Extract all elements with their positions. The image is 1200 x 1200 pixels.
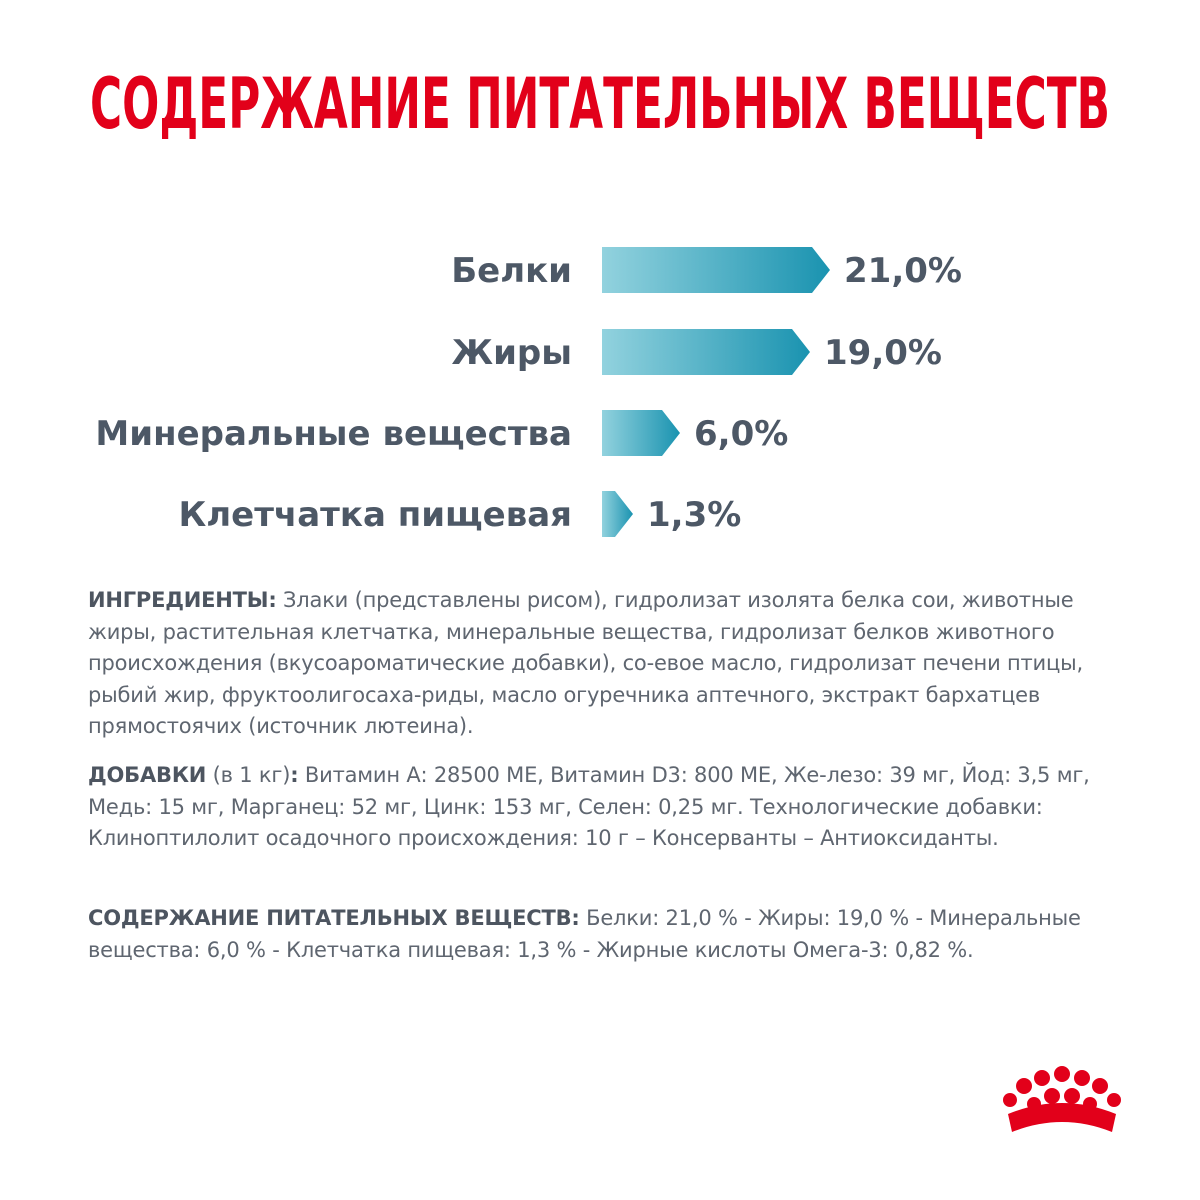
value-label: 19,0% — [824, 333, 942, 373]
bar — [602, 329, 810, 375]
bar — [602, 491, 633, 537]
colon: : — [290, 763, 299, 787]
text: Злаки (представлены рисом), гидролизат и… — [88, 588, 1083, 738]
note: (в 1 кг) — [206, 763, 291, 787]
label: ДОБАВКИ — [88, 763, 207, 787]
category-label: Жиры — [451, 333, 572, 373]
category-label: Белки — [451, 251, 572, 291]
label: СОДЕРЖАНИЕ ПИТАТЕЛЬНЫХ ВЕЩЕСТВ: — [88, 906, 580, 930]
ingredients: ИНГРЕДИЕНТЫ: Злаки (представлены рисом),… — [88, 585, 1128, 743]
value-label: 6,0% — [694, 414, 788, 454]
supplements: ДОБАВКИ (в 1 кг): Витамин А: 28500 МЕ, В… — [88, 760, 1128, 855]
bar — [602, 410, 680, 456]
logo — [1003, 1066, 1121, 1132]
category-label: Минеральные вещества — [95, 414, 572, 454]
label: ИНГРЕДИЕНТЫ: — [88, 588, 277, 612]
nutrients: СОДЕРЖАНИЕ ПИТАТЕЛЬНЫХ ВЕЩЕСТВ: Белки: 2… — [88, 903, 1128, 966]
category-label: Клетчатка пищевая — [178, 495, 572, 535]
value-label: 21,0% — [844, 251, 962, 291]
bar — [602, 247, 830, 293]
text: Витамин А: 28500 МЕ, Витамин D3: 800 МЕ,… — [88, 763, 1090, 850]
text: Белки: 21,0 % - Жиры: 19,0 % - Минеральн… — [88, 906, 1081, 962]
value-label: 1,3% — [647, 495, 741, 535]
chart-title: СОДЕРЖАНИЕ ПИТАТЕЛЬНЫХ ВЕЩЕСТВ — [90, 63, 1110, 145]
chart: СОДЕРЖАНИЕ ПИТАТЕЛЬНЫХ ВЕЩЕСТВ Белки 21,0… — [90, 63, 1110, 537]
